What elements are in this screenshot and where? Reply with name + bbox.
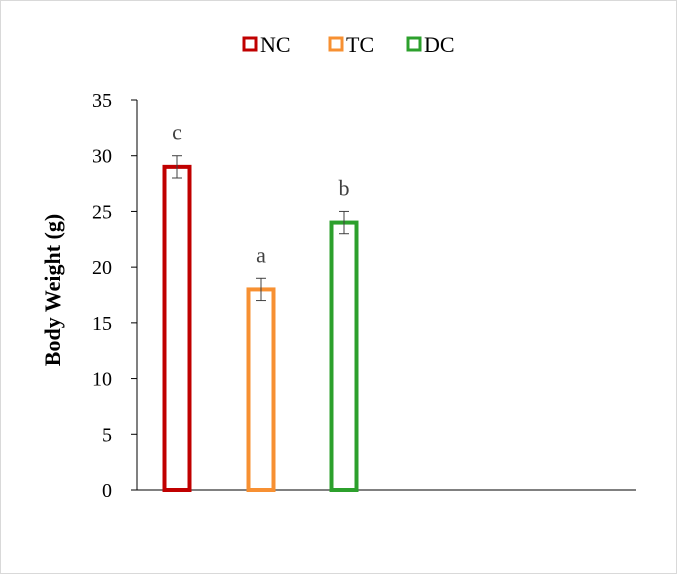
bar-tc <box>246 287 276 492</box>
significance-letter-dc: b <box>339 175 350 200</box>
y-tick-label: 20 <box>92 257 112 279</box>
bar-nc <box>162 164 192 492</box>
legend-swatch-nc <box>242 36 258 52</box>
legend: NC TC DC <box>242 32 455 57</box>
significance-letter-tc: a <box>256 242 266 267</box>
legend-swatch-dc <box>406 36 422 52</box>
significance-letters: c a b <box>172 120 349 268</box>
y-tick-label: 30 <box>92 146 112 168</box>
bar-dc <box>329 220 359 492</box>
y-tick-label: 15 <box>92 313 112 335</box>
y-tick-label: 5 <box>102 424 112 446</box>
legend-label-tc: TC <box>346 32 374 57</box>
error-bars <box>172 155 349 302</box>
y-axis-label: Body Weight (g) <box>40 214 65 366</box>
axes: 0 5 10 15 20 25 30 35 <box>92 90 636 502</box>
legend-label-nc: NC <box>260 32 291 57</box>
y-tick-label: 10 <box>92 369 112 391</box>
y-tick-label: 35 <box>92 90 112 112</box>
y-tick-label: 0 <box>102 480 112 502</box>
legend-swatch-tc <box>328 36 344 52</box>
bars <box>162 164 359 492</box>
y-tick-label: 25 <box>92 201 112 223</box>
legend-label-dc: DC <box>424 32 455 57</box>
significance-letter-nc: c <box>172 120 182 145</box>
